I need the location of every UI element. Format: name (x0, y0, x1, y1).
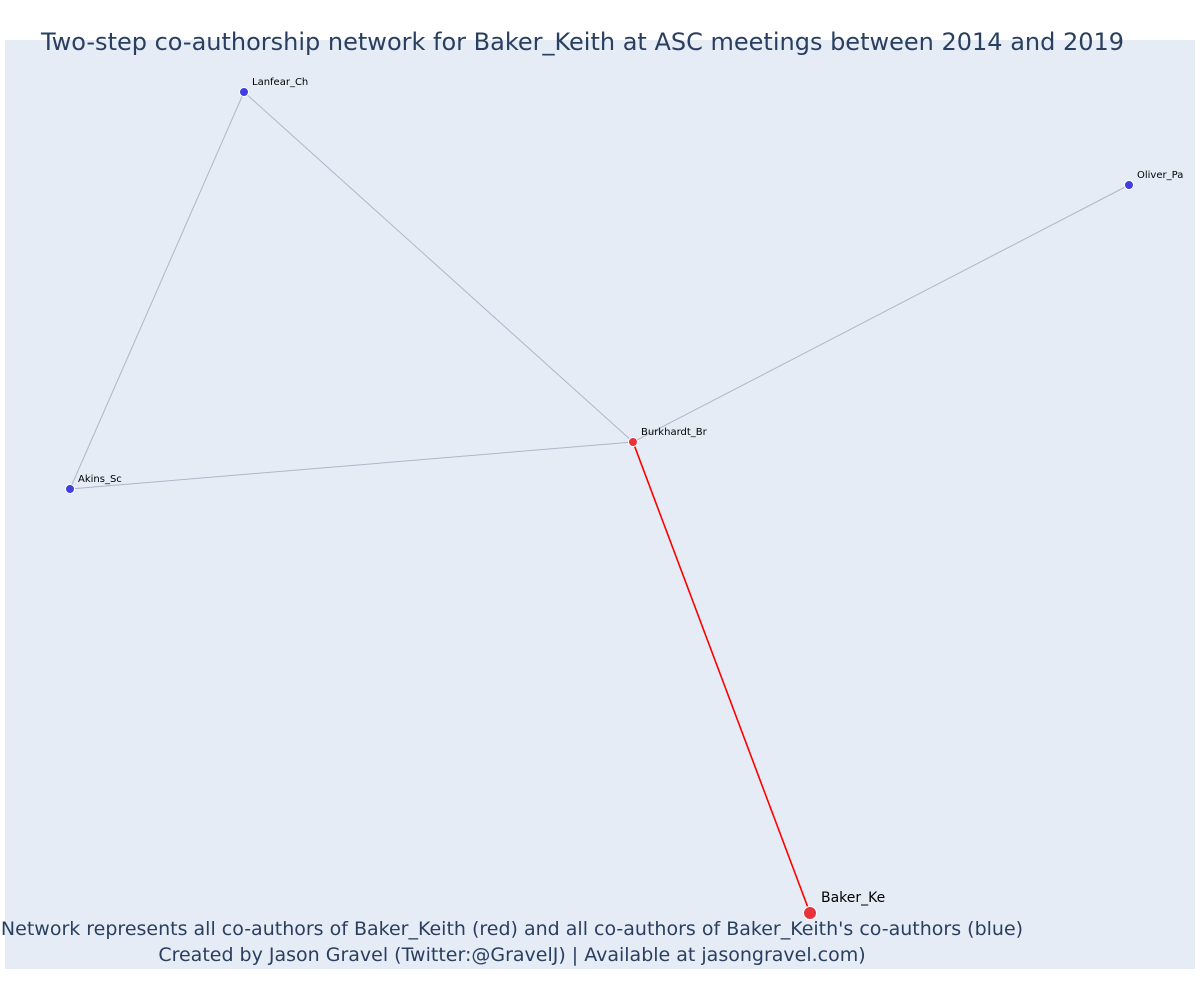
edge-Lanfear_Ch-Akins_Sc (69, 91, 245, 490)
node-Oliver_Pa[interactable] (1124, 180, 1134, 190)
edges-layer (69, 91, 1130, 914)
caption-line-1: Network represents all co-authors of Bak… (0, 918, 1024, 940)
node-label-Baker_Ke: Baker_Ke (821, 890, 885, 906)
edge-Baker_Ke-Burkhardt_Br (632, 441, 811, 914)
node-Lanfear_Ch[interactable] (239, 87, 249, 97)
node-label-Burkhardt_Br: Burkhardt_Br (641, 427, 708, 438)
edge-Burkhardt_Br-Lanfear_Ch (243, 91, 634, 443)
node-label-Lanfear_Ch: Lanfear_Ch (252, 77, 308, 88)
node-label-Akins_Sc: Akins_Sc (78, 474, 122, 485)
edge-Burkhardt_Br-Akins_Sc (69, 441, 634, 490)
node-Baker_Ke[interactable] (803, 906, 817, 920)
nodes-layer (65, 87, 1134, 920)
chart-title: Two-step co-authorship network for Baker… (40, 28, 1125, 56)
edge-Burkhardt_Br-Oliver_Pa (632, 184, 1130, 443)
node-Akins_Sc[interactable] (65, 484, 75, 494)
node-label-Oliver_Pa: Oliver_Pa (1137, 170, 1183, 181)
labels-layer: Baker_Ke Burkhardt_Br Lanfear_Ch Oliver_Pa A… (78, 77, 1183, 906)
caption-line-2: Created by Jason Gravel (Twitter:@Gravel… (158, 944, 866, 966)
plot-area (5, 40, 1195, 969)
node-Burkhardt_Br[interactable] (628, 437, 638, 447)
